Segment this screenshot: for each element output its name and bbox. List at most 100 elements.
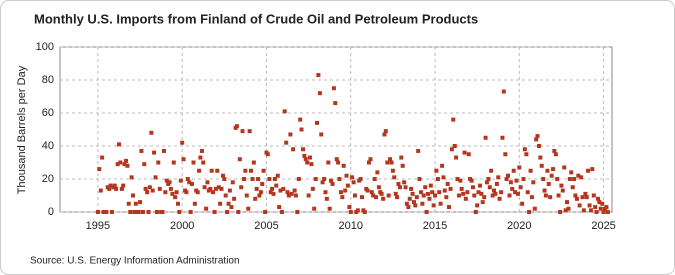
data-point — [532, 206, 537, 211]
data-point — [579, 175, 584, 180]
data-point — [570, 185, 575, 190]
data-point — [261, 168, 266, 173]
data-point — [555, 177, 560, 181]
y-tick-label: 60 — [42, 107, 54, 119]
data-point — [244, 193, 249, 198]
data-point — [140, 210, 145, 214]
data-point — [427, 196, 432, 201]
data-point — [447, 205, 452, 210]
data-point — [537, 144, 542, 148]
data-point — [184, 190, 189, 195]
data-point — [167, 180, 172, 185]
data-point — [143, 186, 148, 191]
data-point — [487, 185, 492, 190]
data-point — [520, 201, 525, 206]
data-point — [441, 175, 446, 180]
data-point — [462, 150, 467, 155]
data-point — [348, 210, 353, 214]
data-point — [534, 137, 539, 142]
data-point — [108, 183, 113, 188]
data-point — [368, 157, 373, 162]
data-point — [149, 130, 154, 135]
data-point — [309, 162, 314, 167]
data-point — [189, 181, 194, 186]
data-point — [250, 177, 255, 181]
data-point — [493, 191, 498, 196]
data-point — [153, 175, 158, 180]
data-point — [590, 167, 595, 172]
data-point — [126, 201, 131, 206]
data-point — [437, 190, 442, 195]
data-point — [160, 210, 165, 214]
data-point — [341, 163, 346, 168]
data-point — [499, 190, 504, 195]
data-point — [296, 177, 301, 181]
data-point — [479, 191, 484, 196]
data-point — [551, 167, 556, 172]
data-point — [490, 193, 495, 198]
data-point — [567, 177, 572, 181]
data-point — [445, 181, 450, 186]
data-point — [198, 155, 203, 160]
data-point — [305, 160, 310, 165]
data-point — [390, 168, 395, 173]
chart-title: Monthly U.S. Imports from Finland of Cru… — [34, 11, 478, 26]
data-point — [211, 190, 216, 195]
data-point — [576, 173, 581, 178]
data-point — [506, 173, 511, 178]
data-point — [197, 168, 202, 173]
data-point — [372, 177, 377, 181]
data-point — [327, 206, 332, 211]
data-point — [414, 195, 419, 200]
data-point — [586, 168, 591, 173]
x-tick-label: 2025 — [591, 220, 615, 232]
data-point — [272, 177, 277, 181]
data-point — [242, 177, 247, 181]
data-point — [279, 210, 284, 214]
data-point — [278, 188, 283, 193]
y-tick-label: 0 — [48, 206, 54, 218]
data-point — [383, 129, 388, 134]
data-point — [466, 152, 471, 157]
data-point — [442, 188, 447, 193]
data-point — [156, 160, 161, 165]
data-point — [191, 160, 196, 165]
data-point — [139, 148, 144, 153]
data-point — [299, 127, 304, 132]
data-point — [205, 180, 210, 185]
data-point — [216, 185, 221, 190]
data-point — [302, 153, 307, 158]
data-point — [556, 193, 561, 198]
data-point — [124, 158, 129, 163]
data-point — [142, 162, 147, 167]
data-point — [175, 201, 180, 206]
y-tick-label: 100 — [36, 41, 54, 53]
data-point — [580, 195, 585, 200]
data-point — [366, 160, 371, 165]
data-point — [463, 196, 468, 201]
data-point — [508, 180, 513, 185]
data-point — [507, 193, 512, 198]
data-point — [350, 175, 355, 180]
data-point — [392, 175, 397, 180]
data-point — [338, 190, 343, 195]
data-point — [420, 201, 425, 206]
data-point — [254, 186, 259, 191]
data-point — [164, 178, 169, 183]
data-point — [560, 188, 565, 193]
data-point — [260, 181, 265, 186]
data-point — [265, 152, 270, 157]
data-point — [98, 188, 103, 193]
data-point — [225, 210, 230, 214]
data-point — [358, 177, 363, 181]
data-point — [588, 208, 593, 213]
data-point — [541, 177, 546, 181]
data-point — [583, 191, 588, 196]
data-point — [247, 129, 252, 134]
data-point — [161, 148, 166, 153]
data-point — [360, 195, 365, 200]
data-point — [527, 210, 532, 214]
data-point — [399, 155, 404, 160]
data-point — [452, 144, 457, 148]
data-point — [416, 148, 421, 153]
